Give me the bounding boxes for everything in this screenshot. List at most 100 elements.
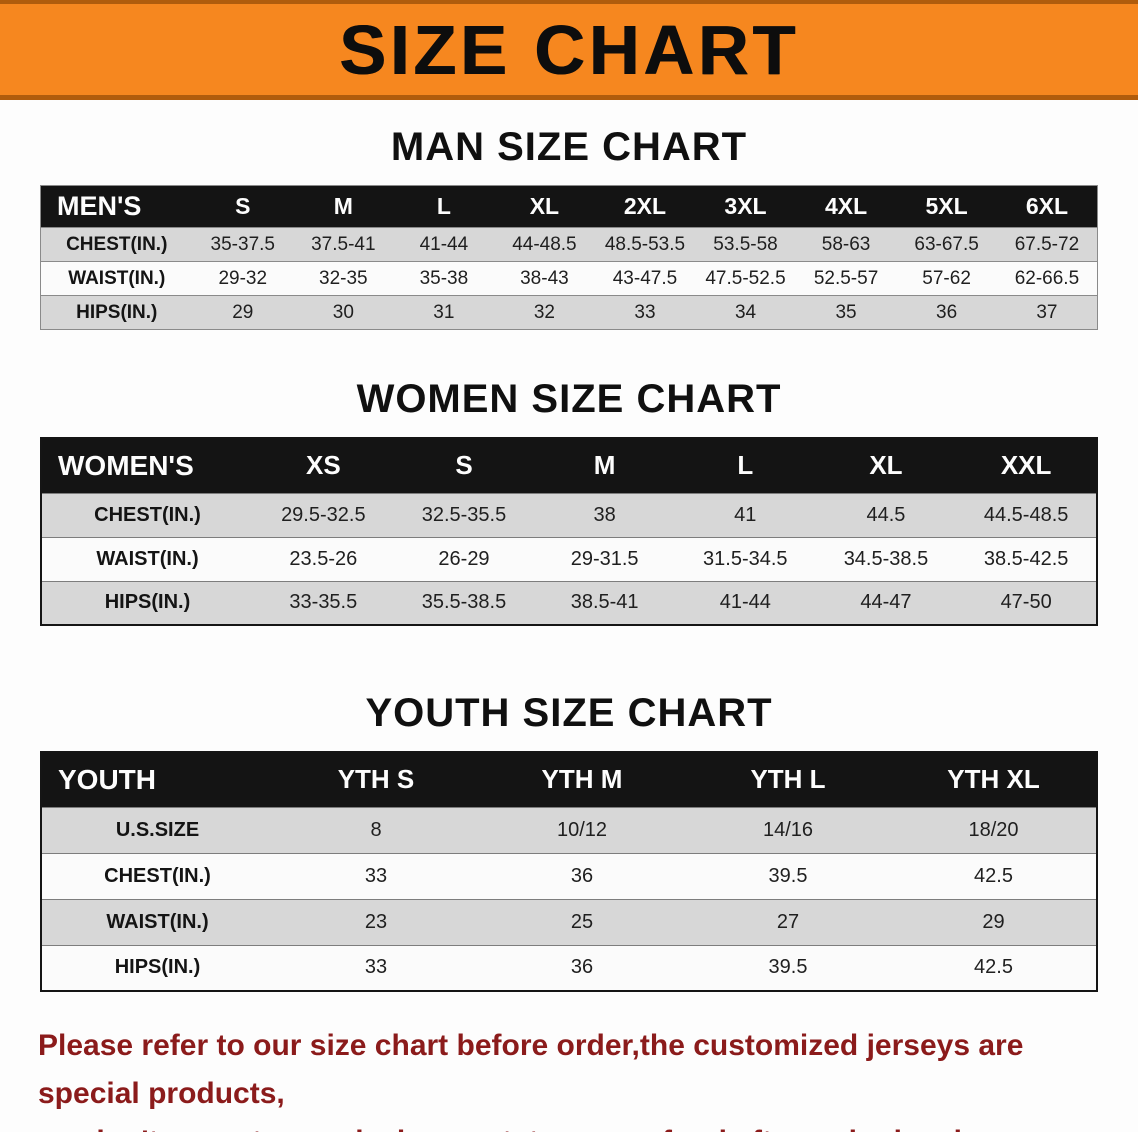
size-value: 14/16 xyxy=(762,818,814,841)
size-value: 57-62 xyxy=(922,267,971,289)
size-column-header: L xyxy=(393,185,495,228)
size-value: 33 xyxy=(634,301,656,323)
women-section-heading: WOMEN SIZE CHART xyxy=(356,377,782,421)
size-value: 29 xyxy=(982,910,1005,933)
size-value: 29 xyxy=(232,301,254,323)
size-value: 35.5-38.5 xyxy=(421,591,507,614)
size-value: 44.5 xyxy=(866,503,906,526)
row-label: HIPS(IN.) xyxy=(104,591,191,614)
size-column-header: YTH M xyxy=(479,752,685,807)
table-header-row: YOUTH YTH S YTH M YTH L YTH XL xyxy=(41,752,1097,807)
row-label: WAIST(IN.) xyxy=(68,267,166,289)
disclaimer-line-2: we don't accept cancel, change, teturn o… xyxy=(38,1118,1100,1132)
size-value: 29-32 xyxy=(218,267,268,289)
size-value: 43-47.5 xyxy=(612,267,678,289)
row-label: CHEST(IN.) xyxy=(94,503,201,526)
size-value: 37 xyxy=(1036,301,1058,323)
table-row: WAIST(IN.) 23.5-26 26-29 29-31.5 31.5-34.5 34… xyxy=(41,537,1097,581)
size-value: 38.5-41 xyxy=(570,591,639,614)
table-row: HIPS(IN.) 29 30 31 32 33 34 35 36 37 xyxy=(40,295,1098,330)
youth-size-section: YOUTH SIZE CHART YOUTH YTH S YTH M YTH L YTH… xyxy=(0,690,1138,992)
banner: SIZE CHART xyxy=(0,0,1138,100)
size-value: 41 xyxy=(734,503,757,526)
size-column-header: M xyxy=(293,185,394,228)
page-title: SIZE CHART xyxy=(339,10,799,89)
size-column-header: 5XL xyxy=(896,185,997,228)
size-value: 47-50 xyxy=(1000,591,1052,614)
size-value: 36 xyxy=(936,301,958,323)
size-column-header: M xyxy=(534,438,675,493)
size-value: 31.5-34.5 xyxy=(703,547,788,570)
size-value: 38-43 xyxy=(520,267,569,289)
size-value: 33 xyxy=(364,864,388,887)
size-column-header: XL xyxy=(815,438,957,493)
size-value: 25 xyxy=(570,910,594,933)
table-title: MEN'S xyxy=(40,185,193,228)
size-value: 34 xyxy=(734,301,757,323)
size-value: 32 xyxy=(533,301,555,323)
row-label: WAIST(IN.) xyxy=(96,547,199,570)
size-value: 39.5 xyxy=(768,956,808,979)
size-value: 41-44 xyxy=(719,591,771,614)
table-header-row: MEN'S S M L XL 2XL 3XL 4XL 5XL 6XL xyxy=(40,185,1098,228)
size-value: 44-48.5 xyxy=(512,233,577,255)
size-value: 10/12 xyxy=(556,818,608,841)
size-column-header: 2XL xyxy=(594,185,696,228)
size-column-header: XXL xyxy=(956,438,1097,493)
size-value: 48.5-53.5 xyxy=(604,233,686,255)
size-value: 38.5-42.5 xyxy=(983,547,1069,570)
women-size-section: WOMEN SIZE CHART WOMEN'S XS S M L XL XXL CHEST(… xyxy=(0,376,1138,626)
table-title: WOMEN'S xyxy=(41,438,253,493)
row-label: HIPS(IN.) xyxy=(76,301,158,323)
youth-size-table: YOUTH YTH S YTH M YTH L YTH XL U.S.SIZE 8 10/12… xyxy=(40,751,1098,992)
size-value: 44.5-48.5 xyxy=(983,503,1069,526)
man-size-section: MAN SIZE CHART MEN'S S M L XL 2XL 3XL 4XL 5XL 6XL… xyxy=(0,124,1138,330)
size-value: 27 xyxy=(776,910,800,933)
size-value: 29.5-32.5 xyxy=(281,503,366,526)
size-column-header: YTH XL xyxy=(891,752,1097,807)
size-value: 35-37.5 xyxy=(210,233,275,255)
size-column-header: YTH S xyxy=(273,752,479,807)
size-value: 32-35 xyxy=(319,267,368,289)
size-value: 35-38 xyxy=(419,267,469,289)
size-value: 44-47 xyxy=(860,591,912,614)
size-value: 58-63 xyxy=(821,233,871,255)
table-row: CHEST(IN.) 35-37.5 37.5-41 41-44 44-48.5 48.5… xyxy=(40,227,1098,262)
size-column-header: 4XL xyxy=(795,185,897,228)
size-value: 38 xyxy=(593,503,616,526)
size-value: 53.5-58 xyxy=(713,233,778,255)
size-value: 39.5 xyxy=(768,864,808,887)
table-header-row: WOMEN'S XS S M L XL XXL xyxy=(41,438,1097,493)
size-value: 23.5-26 xyxy=(289,547,358,570)
man-section-heading: MAN SIZE CHART xyxy=(390,125,748,169)
size-column-header: XS xyxy=(253,438,394,493)
size-column-header: L xyxy=(674,438,816,493)
table-title: YOUTH xyxy=(41,752,273,807)
row-label: WAIST(IN.) xyxy=(106,910,209,933)
size-value: 8 xyxy=(370,818,382,841)
size-column-header: S xyxy=(192,185,294,228)
size-value: 33 xyxy=(364,956,388,979)
disclaimer-line-1: Please refer to our size chart before or… xyxy=(38,1029,1024,1110)
men-size-table: MEN'S S M L XL 2XL 3XL 4XL 5XL 6XL CHEST(IN.) 35-37… xyxy=(40,185,1098,330)
row-label: HIPS(IN.) xyxy=(114,956,201,979)
youth-section-heading: YOUTH SIZE CHART xyxy=(365,691,773,735)
size-column-header: 6XL xyxy=(996,185,1098,228)
row-label: CHEST(IN.) xyxy=(104,864,211,887)
size-column-header: S xyxy=(393,438,535,493)
size-value: 29-31.5 xyxy=(570,547,639,570)
size-column-header: YTH L xyxy=(685,752,891,807)
table-row: CHEST(IN.) 33 36 39.5 42.5 xyxy=(41,853,1097,899)
size-value: 34.5-38.5 xyxy=(843,547,929,570)
disclaimer: Please refer to our size chart before or… xyxy=(38,1022,1100,1132)
size-value: 37.5-41 xyxy=(311,233,376,255)
size-value: 32.5-35.5 xyxy=(421,503,507,526)
table-row: HIPS(IN.) 33-35.5 35.5-38.5 38.5-41 41-44 44-… xyxy=(41,581,1097,625)
size-value: 23 xyxy=(364,910,388,933)
size-value: 18/20 xyxy=(968,818,1019,841)
women-size-table: WOMEN'S XS S M L XL XXL CHEST(IN.) 29.5-32.5 32.5… xyxy=(40,437,1098,626)
size-value: 67.5-72 xyxy=(1014,233,1080,255)
size-column-header: XL xyxy=(494,185,595,228)
size-value: 36 xyxy=(570,864,594,887)
size-value: 31 xyxy=(433,301,455,323)
